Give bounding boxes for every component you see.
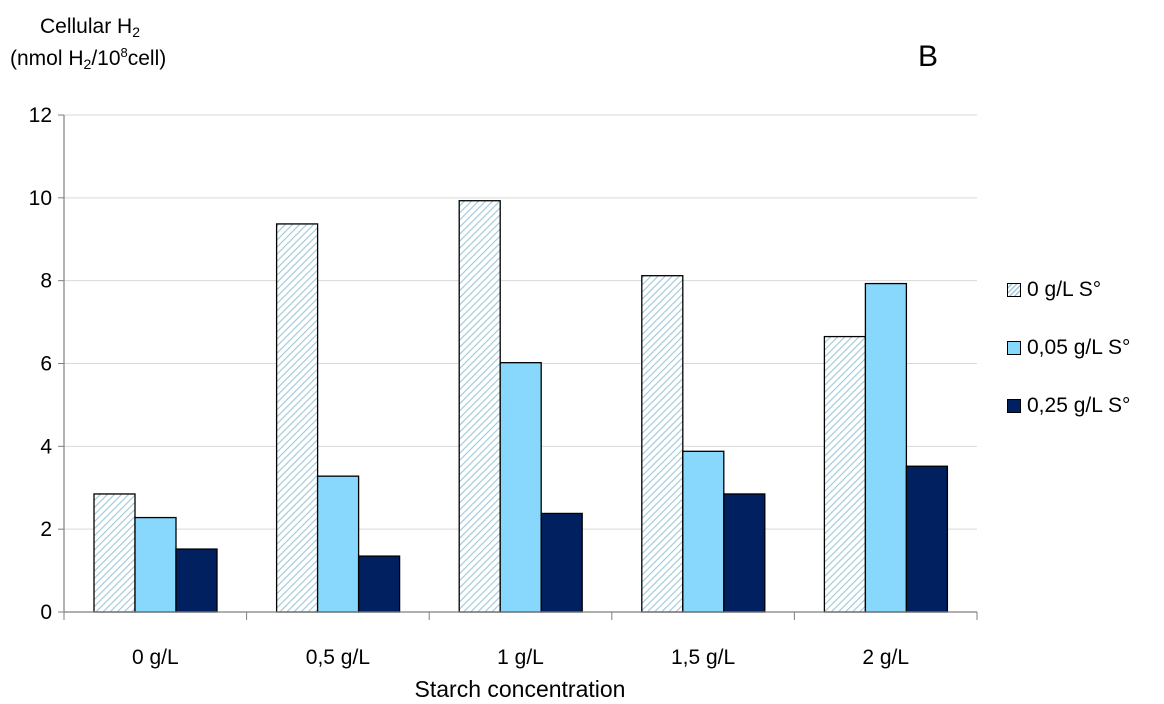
y-tick-label-0: 0 — [40, 601, 52, 624]
y-tick-label-5: 10 — [29, 187, 52, 210]
bar-hatched-0 — [93, 493, 136, 613]
y-tick-label-4: 8 — [40, 270, 52, 293]
bar-hatched-2 — [458, 200, 501, 613]
bar-light-blue-0 — [134, 516, 177, 613]
bar-navy-2 — [540, 512, 583, 613]
axes — [58, 114, 978, 620]
y-tick-labels: 0 2 4 6 8 10 12 — [29, 104, 53, 624]
x-tick-label-0: 0 g/L — [132, 646, 179, 669]
y-tick-label-1: 2 — [40, 518, 52, 541]
bar-hatched-1 — [275, 223, 319, 613]
x-tick-labels: 0 g/L 0,5 g/L 1 g/L 1,5 g/L 2 g/L — [132, 646, 909, 669]
y-tick-label-3: 6 — [40, 353, 52, 376]
bar-light-blue-4 — [864, 282, 908, 613]
x-tick-label-4: 2 g/L — [862, 646, 909, 669]
legend-item-0: 0 g/L S° — [1007, 278, 1130, 302]
legend-swatch-light-blue — [1007, 341, 1021, 355]
panel-letter: B — [918, 40, 939, 73]
legend-swatch-hatched — [1007, 283, 1021, 297]
y-axis-title-line1: Cellular H2 — [40, 15, 140, 40]
x-tick-label-3: 1,5 g/L — [671, 646, 735, 669]
legend-label: 0 g/L S° — [1027, 278, 1102, 301]
bar-light-blue-1 — [316, 475, 360, 613]
bar-light-blue-2 — [499, 362, 542, 613]
x-axis-title: Starch concentration — [414, 676, 626, 702]
legend: 0 g/L S° 0,05 g/L S° 0,25 g/L S° — [1007, 278, 1130, 452]
bar-light-blue-3 — [682, 450, 725, 613]
x-tick-label-1: 0,5 g/L — [306, 646, 370, 669]
bar-navy-0 — [175, 548, 218, 613]
y-tick-label-2: 4 — [40, 435, 52, 458]
y-axis-title-line2: (nmol H2/108cell) — [10, 45, 167, 72]
bar-hatched-4 — [823, 335, 867, 613]
bar-hatched-3 — [641, 275, 684, 613]
bar-navy-4 — [905, 465, 949, 613]
legend-swatch-navy — [1007, 399, 1021, 413]
legend-item-2: 0,25 g/L S° — [1007, 394, 1130, 418]
bar-navy-3 — [723, 493, 766, 613]
bars — [93, 200, 949, 613]
x-tick-label-2: 1 g/L — [497, 646, 544, 669]
legend-item-1: 0,05 g/L S° — [1007, 336, 1130, 360]
legend-label: 0,05 g/L S° — [1027, 336, 1131, 359]
bar-navy-1 — [357, 555, 401, 613]
legend-label: 0,25 g/L S° — [1027, 394, 1131, 417]
y-tick-label-6: 12 — [29, 104, 52, 127]
